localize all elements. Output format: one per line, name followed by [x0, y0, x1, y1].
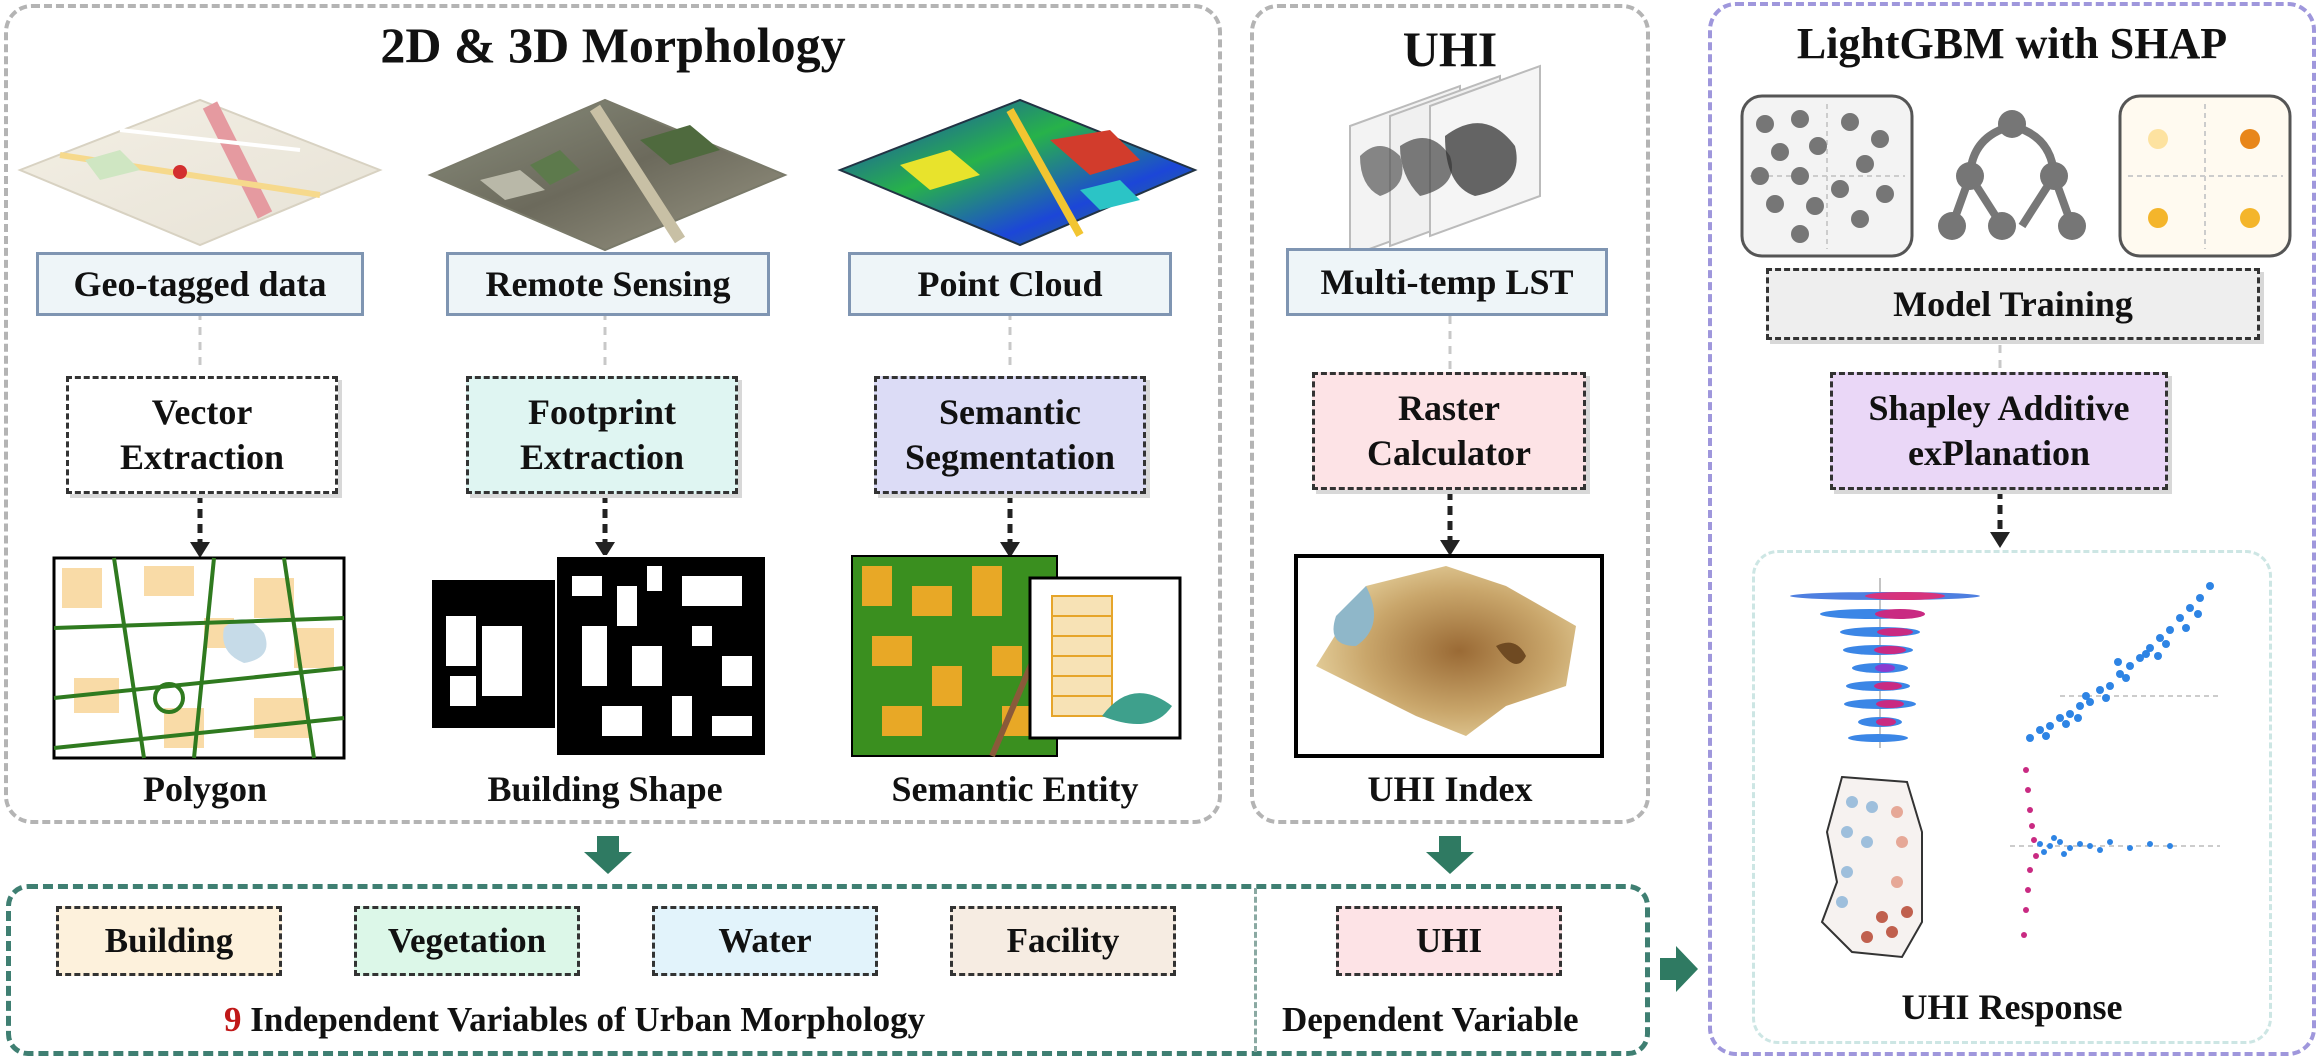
output-semantic-entity: Semantic Entity: [891, 769, 1139, 809]
variables-panel: [6, 884, 1650, 1056]
process-line: Shapley Additive: [1868, 388, 2130, 428]
output-uhi-index: UHI Index: [1367, 769, 1533, 809]
decision-tree-icon: [1938, 110, 2086, 240]
uhi-response-frame: [1752, 550, 2272, 1044]
morphology-panel: [4, 4, 1222, 824]
uhi-response-district-map: [1820, 775, 1923, 959]
variable-uhi: UHI: [1336, 906, 1562, 976]
process-shapley-additive-explanation: Shapley Additive exPlanation: [1830, 372, 2168, 490]
uhi-panel: [1250, 4, 1650, 824]
process-line: Extraction: [520, 437, 684, 477]
process-line: exPlanation: [1907, 433, 2090, 473]
variables-divider: [1254, 888, 1257, 1052]
output-building-shape: Building Shape: [487, 769, 723, 809]
variable-count: 9: [224, 1000, 242, 1039]
process-line: Extraction: [120, 437, 284, 477]
uhi-index-map: [1294, 554, 1604, 758]
scatter-points-icon: [1740, 94, 1914, 258]
uhi-title: UHI: [1402, 21, 1498, 77]
process-line: Semantic: [939, 392, 1081, 432]
process-line: Calculator: [1367, 433, 1531, 473]
shap-dependence-plot-upper: [2026, 582, 2220, 742]
process-semantic-segmentation: Semantic Segmentation: [874, 376, 1146, 494]
source-geo-tagged-data: Geo-tagged data: [36, 252, 364, 316]
source-point-cloud: Point Cloud: [848, 252, 1172, 316]
source-remote-sensing: Remote Sensing: [446, 252, 770, 316]
process-model-training: Model Training: [1766, 268, 2260, 340]
shap-beeswarm-plot: [1790, 578, 1980, 748]
building-shape-image: [432, 555, 767, 757]
process-line: Footprint: [528, 392, 676, 432]
process-raster-calculator: Raster Calculator: [1312, 372, 1586, 490]
process-line: Segmentation: [905, 437, 1115, 477]
process-line: Vector: [151, 392, 253, 432]
model-title: LightGBM with SHAP: [1796, 19, 2228, 68]
process-vector-extraction: Vector Extraction: [66, 376, 338, 494]
semantic-entity-image: [851, 555, 1182, 758]
independent-variables-label: 9 Independent Variables of Urban Morphol…: [224, 1000, 925, 1040]
independent-variables-text: Independent Variables of Urban Morpholog…: [241, 1000, 926, 1039]
polygon-map-image: [52, 556, 346, 760]
shap-dependence-plot-lower: [2010, 767, 2220, 938]
dependent-variable-label: Dependent Variable: [1282, 1000, 1579, 1039]
lst-stack-image: [1349, 64, 1541, 258]
colored-points-icon: [2118, 94, 2292, 258]
variable-facility: Facility: [950, 906, 1176, 976]
process-line: Raster: [1398, 388, 1500, 428]
variable-building: Building: [56, 906, 282, 976]
variable-water: Water: [652, 906, 878, 976]
process-footprint-extraction: Footprint Extraction: [466, 376, 738, 494]
source-multi-temp-lst: Multi-temp LST: [1286, 248, 1608, 316]
model-panel: [1708, 2, 2316, 1056]
output-polygon: Polygon: [142, 769, 267, 809]
output-uhi-response: UHI Response: [1901, 987, 2123, 1027]
morphology-title: 2D & 3D Morphology: [380, 17, 846, 73]
variable-vegetation: Vegetation: [354, 906, 580, 976]
